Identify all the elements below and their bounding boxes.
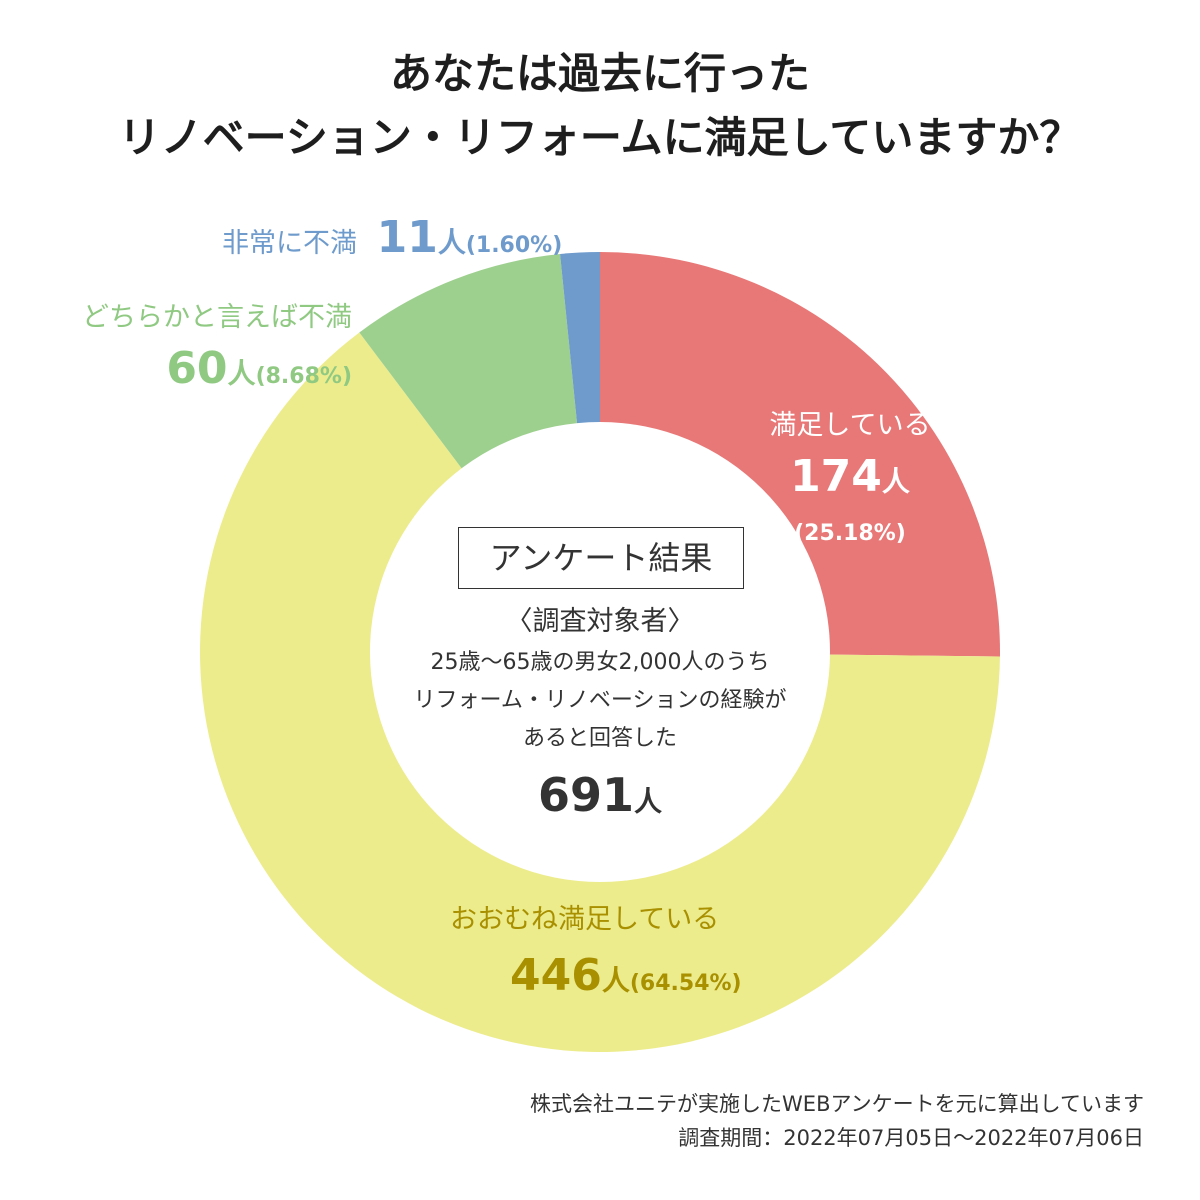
label-very-dissatisfied: 非常に不満 11人(1.60%)	[222, 212, 582, 270]
label-mostly-unit: 人	[601, 964, 630, 997]
footer-period: 調査期間：2022年07月05日〜2022年07月06日	[678, 1126, 1144, 1150]
label-satisfied: 満足している 174人 (25.18%)	[720, 405, 980, 552]
label-satisfied-unit: 人	[881, 465, 910, 498]
label-satisfied-count: 174	[790, 451, 882, 502]
subject-line-2: リフォーム・リノベーションの経験が	[413, 688, 787, 713]
label-blue-count: 11	[376, 212, 438, 263]
label-mostly-name: おおむね満足している	[450, 904, 720, 935]
label-satisfied-pct: (25.18%)	[794, 521, 906, 546]
label-green-unit: 人	[227, 357, 256, 390]
label-green-pct: (8.68%)	[255, 364, 352, 389]
total-count: 691	[537, 768, 634, 822]
label-mostly-pct: (64.54%)	[629, 971, 742, 996]
label-blue-unit: 人	[437, 226, 466, 259]
subject-line-3: あると回答した	[522, 726, 677, 751]
label-green-name: どちらかと言えば不満	[82, 302, 352, 333]
survey-result-box: アンケート結果	[458, 527, 744, 589]
label-green-count: 60	[166, 343, 228, 394]
total-unit: 人	[634, 785, 663, 818]
total-respondents: 691人	[380, 760, 820, 841]
title-line-1: あなたは過去に行った	[389, 49, 810, 98]
label-blue-name: 非常に不満	[222, 228, 357, 259]
label-mostly-satisfied: おおむね満足している 446人(64.54%)	[440, 897, 770, 1018]
label-blue-pct: (1.60%)	[465, 233, 563, 258]
label-satisfied-name: 満足している	[769, 410, 931, 441]
subject-line-1: 25歳〜65歳の男女2,000人のうち	[430, 650, 770, 675]
chart-title: あなたは過去に行った リノベーション・リフォームに満足していますか？	[0, 42, 1200, 170]
donut-hole	[370, 422, 830, 882]
footer-source: 株式会社ユニテが実施したWEBアンケートを元に算出しています	[530, 1092, 1144, 1116]
subject-heading: 〈調査対象者〉	[505, 606, 695, 637]
label-mostly-count: 446	[510, 950, 602, 1001]
title-line-2: リノベーション・リフォームに満足していますか？	[118, 113, 1082, 162]
label-somewhat-dissatisfied: どちらかと言えば不満 60人(8.68%)	[40, 296, 352, 407]
